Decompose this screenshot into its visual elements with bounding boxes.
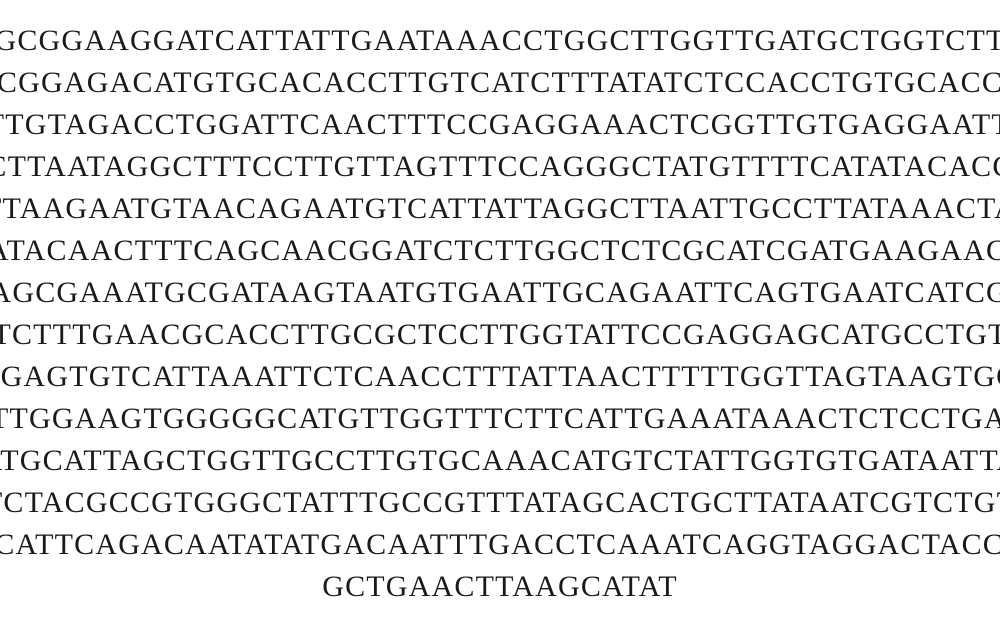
sequence-line: ATTGGAAGTGGGGGCATGTTGGTTTCTTCATTGAAATAAA… [0, 398, 1000, 440]
sequence-line: CAGCGAAATGCGATAAGTAATGTGAATTGCAGAATTCAGT… [0, 272, 1000, 314]
sequence-line: TCTACGCCGTGGGCTATTTGCCGTTTATAGCACTGCTTAT… [0, 482, 1000, 524]
sequence-line: GCTGAACTTAAGCATAT [322, 566, 678, 608]
dna-sequence-block: TGCGGAAGGATCATTATTGAATAAACCTGGCTTGGTTGAT… [0, 0, 1000, 627]
sequence-line: CTTAATAGGCTTTCCTTGTTAGTTTCCAGGGCTATGTTTT… [0, 146, 1000, 188]
sequence-line: TATACAACTTTCAGCAACGGATCTCTTGGCTCTCGCATCG… [0, 230, 1000, 272]
sequence-line: TGCGGAAGGATCATTATTGAATAAACCTGGCTTGGTTGAT… [0, 20, 1000, 62]
sequence-line: ATGCATTAGCTGGTTGCCTTGTGCAAACATGTCTATTGGT… [0, 440, 1000, 482]
sequence-line: ATCTTTGAACGCACCTTGCGCTCCTTGGTATTCCGAGGAG… [0, 314, 1000, 356]
sequence-line: TCGGAGACATGTGCACACCTTGTCATCTTTATATCTCCAC… [0, 62, 1000, 104]
sequence-line: TTTGTAGACCTGGATTCAACTTTCCGAGGAAACTCGGTTG… [0, 104, 1000, 146]
sequence-line: TCATTCAGACAATATATGACAATTTGACCTCAAATCAGGT… [0, 524, 1000, 566]
sequence-line: TTAAGAATGTAACAGAATGTCATTATTAGGCTTAATTGCC… [0, 188, 1000, 230]
sequence-line: TGAGTGTCATTAAATTCTCAACCTTTATTAACTTTTTGGT… [0, 356, 1000, 398]
